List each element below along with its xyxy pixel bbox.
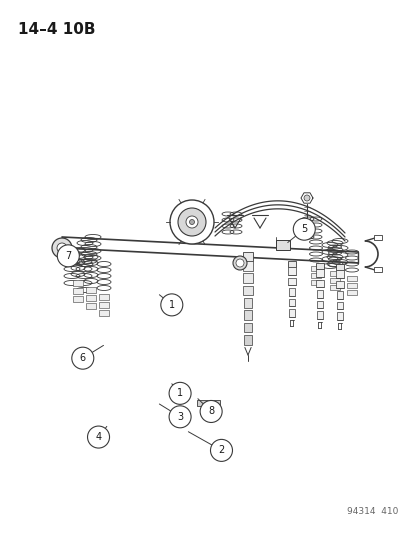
Bar: [329, 271, 339, 276]
Circle shape: [169, 382, 191, 405]
Circle shape: [292, 218, 315, 240]
Circle shape: [62, 254, 74, 266]
Circle shape: [71, 347, 94, 369]
Bar: [73, 288, 83, 294]
Circle shape: [233, 256, 247, 270]
Bar: [99, 302, 109, 308]
Bar: [244, 335, 251, 345]
Circle shape: [52, 238, 72, 258]
Circle shape: [185, 216, 197, 228]
Text: 5: 5: [300, 224, 307, 234]
Bar: [243, 286, 252, 295]
Bar: [288, 309, 294, 317]
Bar: [373, 267, 381, 272]
Bar: [242, 273, 252, 283]
Bar: [99, 294, 109, 300]
Bar: [329, 278, 339, 283]
Circle shape: [57, 245, 79, 267]
Circle shape: [170, 200, 214, 244]
Bar: [373, 235, 381, 240]
Bar: [211, 400, 219, 406]
Bar: [329, 285, 339, 290]
Bar: [316, 290, 323, 297]
Bar: [346, 276, 356, 281]
Text: 2: 2: [218, 446, 224, 455]
Bar: [86, 303, 96, 309]
Circle shape: [235, 259, 243, 267]
Bar: [316, 279, 323, 287]
Bar: [86, 295, 96, 301]
Bar: [336, 291, 343, 298]
Bar: [335, 264, 343, 270]
Bar: [310, 273, 320, 278]
Bar: [346, 283, 356, 288]
Bar: [335, 270, 343, 278]
Bar: [288, 278, 295, 285]
Bar: [288, 288, 295, 295]
Text: 4: 4: [95, 432, 101, 442]
Bar: [346, 290, 356, 295]
Bar: [73, 280, 83, 286]
Bar: [197, 400, 209, 406]
Bar: [99, 310, 109, 316]
Bar: [243, 298, 252, 308]
Bar: [316, 311, 323, 319]
Text: 7: 7: [65, 251, 71, 261]
Bar: [243, 310, 252, 320]
Bar: [275, 240, 289, 250]
Bar: [73, 296, 83, 302]
Text: 3: 3: [177, 412, 183, 422]
Circle shape: [169, 406, 191, 428]
Bar: [336, 280, 343, 288]
Bar: [287, 267, 295, 274]
Bar: [336, 302, 342, 309]
Bar: [287, 261, 295, 267]
Circle shape: [210, 439, 232, 462]
Circle shape: [189, 220, 194, 224]
Circle shape: [178, 208, 206, 236]
Circle shape: [57, 243, 67, 253]
Bar: [310, 266, 320, 271]
Bar: [86, 287, 96, 293]
Bar: [316, 301, 323, 308]
Bar: [316, 263, 323, 269]
Bar: [336, 312, 342, 319]
Bar: [288, 298, 294, 306]
Text: 6: 6: [80, 353, 85, 363]
Circle shape: [303, 195, 309, 201]
Text: 14–4 10B: 14–4 10B: [18, 22, 95, 37]
Bar: [242, 261, 253, 271]
Bar: [244, 323, 251, 332]
Bar: [316, 269, 323, 277]
Circle shape: [160, 294, 183, 316]
Bar: [242, 252, 253, 261]
Text: 94314  410: 94314 410: [346, 507, 397, 516]
Text: 1: 1: [169, 300, 174, 310]
Circle shape: [87, 426, 109, 448]
Text: 8: 8: [208, 407, 214, 416]
Circle shape: [199, 400, 222, 423]
Text: 1: 1: [177, 389, 183, 398]
Bar: [310, 280, 320, 285]
